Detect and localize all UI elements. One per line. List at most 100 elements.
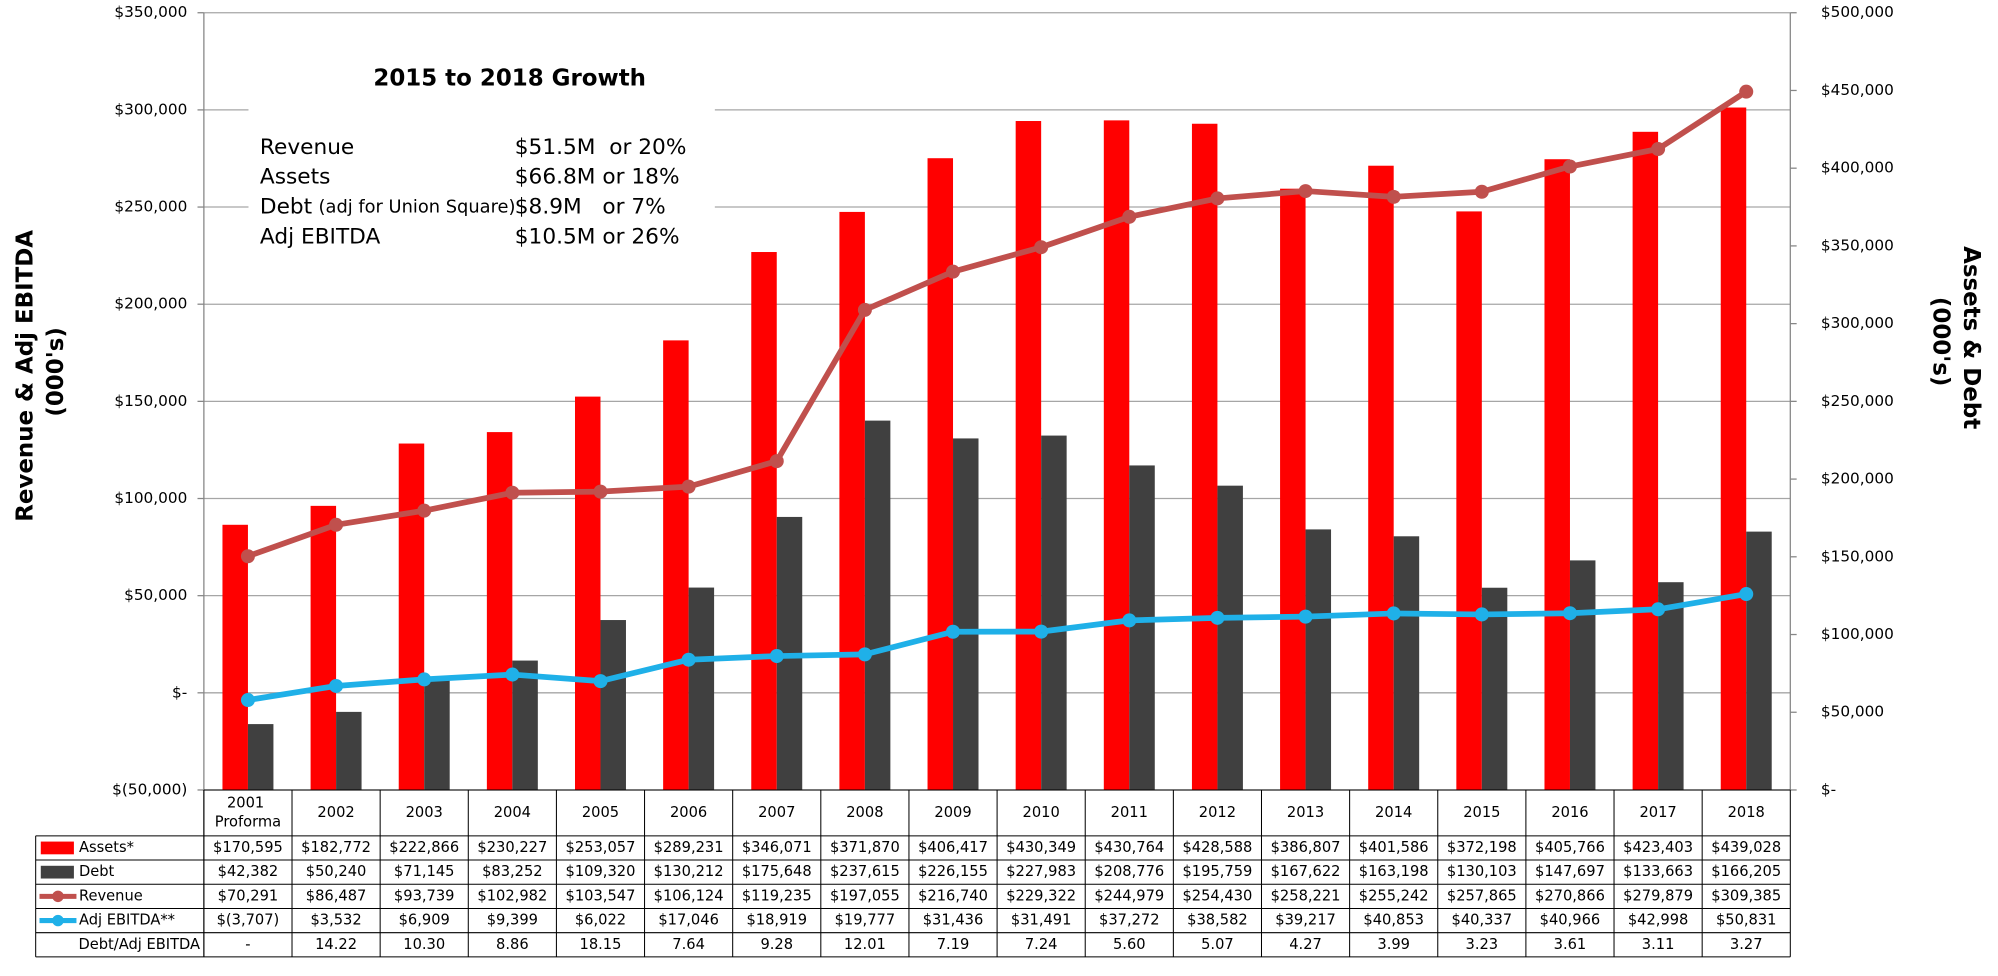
- bar: [1103, 120, 1130, 790]
- table-value: $227,983: [1006, 863, 1076, 880]
- annotation-value: $8.9M or 7%: [515, 195, 666, 220]
- table-value: 3.23: [1466, 936, 1499, 953]
- table-value: $167,622: [1271, 863, 1341, 880]
- y-tick-label: $350,000: [114, 3, 187, 21]
- y-tick-label: $150,000: [114, 392, 187, 410]
- y-tick-label: $-: [172, 683, 187, 701]
- table-value: $208,776: [1094, 863, 1164, 880]
- line-marker: [857, 302, 872, 317]
- bar: [512, 660, 538, 790]
- legend-label: Assets*: [79, 839, 134, 856]
- line-marker: [681, 652, 696, 667]
- table-value: $31,491: [1011, 912, 1072, 929]
- table-value: $31,436: [923, 912, 984, 929]
- bar: [398, 443, 425, 790]
- table-value: $6,022: [575, 912, 626, 929]
- legend-swatch: [52, 890, 64, 903]
- table-value: $289,231: [654, 839, 724, 856]
- table-value: $230,227: [477, 839, 547, 856]
- table-value: $50,240: [306, 863, 367, 880]
- bar: [247, 724, 274, 790]
- bar: [1129, 465, 1155, 790]
- table-value: 3.27: [1730, 936, 1763, 953]
- x-tick-label: 2014: [1375, 804, 1412, 821]
- x-tick-label: 2007: [758, 804, 795, 821]
- bar: [1305, 529, 1332, 790]
- table-value: $197,055: [830, 887, 900, 904]
- bar: [1481, 587, 1508, 790]
- x-tick-label: 2011: [1111, 804, 1148, 821]
- line: Revenue & Adj EBITDA: [12, 230, 38, 522]
- bar: [1456, 211, 1482, 790]
- table-value: 9.28: [760, 936, 793, 953]
- table-value: 5.07: [1201, 936, 1234, 953]
- y-tick-label: $50,000: [124, 586, 187, 604]
- line-marker: [1034, 240, 1049, 255]
- line: [247, 591, 1747, 703]
- table-value: $42,998: [1628, 912, 1689, 929]
- line-marker: [1474, 184, 1489, 199]
- x-tick-label: 2003: [406, 804, 443, 821]
- table-value: $371,870: [830, 839, 900, 856]
- bar: [486, 432, 513, 790]
- legend-swatch: [52, 914, 64, 927]
- bar: [1041, 435, 1067, 790]
- bar: [1191, 123, 1218, 790]
- y2-tick-label: $150,000: [1821, 547, 1894, 565]
- line-marker: [505, 485, 520, 500]
- line-marker: [329, 678, 344, 693]
- y-tick-label: $(50,000): [112, 780, 187, 798]
- y2-tick-label: $450,000: [1821, 81, 1894, 99]
- line-marker: [417, 503, 432, 518]
- line-marker: [681, 479, 696, 494]
- annotation-value: $66.8M or 18%: [515, 165, 680, 190]
- annotation-value: $10.5M or 26%: [515, 225, 680, 250]
- x-tick-label: 2004: [494, 804, 531, 821]
- table-value: $216,740: [918, 887, 988, 904]
- line: (000's): [43, 327, 69, 424]
- table-value: -: [245, 936, 250, 953]
- table-value: $182,772: [301, 839, 371, 856]
- line-marker: [1651, 141, 1666, 157]
- table-value: $309,385: [1711, 887, 1781, 904]
- line-marker: [1034, 624, 1049, 639]
- line-marker: [1122, 613, 1137, 628]
- line-marker: [769, 454, 784, 469]
- bar: [1746, 531, 1772, 790]
- table-value: $3,532: [310, 912, 361, 929]
- table-value: $170,595: [213, 839, 283, 856]
- table-value: 3.61: [1554, 936, 1587, 953]
- bar: [1368, 165, 1394, 790]
- legend-label: Debt: [79, 863, 115, 880]
- table-value: $83,252: [482, 863, 543, 880]
- bar: [1658, 582, 1684, 790]
- table-value: 4.27: [1289, 936, 1322, 953]
- table-value: 7.64: [672, 936, 705, 953]
- line: Proforma: [215, 813, 281, 830]
- annotation-note: (adj for Union Square): [319, 197, 516, 218]
- table-value: $71,145: [394, 863, 455, 880]
- line-marker: [1298, 184, 1313, 199]
- table-value: $37,272: [1099, 912, 1160, 929]
- line-marker: [593, 674, 608, 689]
- table-value: $222,866: [389, 839, 459, 856]
- table-value: 7.24: [1025, 936, 1058, 953]
- annotation-title: 2015 to 2018 Growth: [373, 65, 646, 91]
- table-value: $430,349: [1006, 839, 1076, 856]
- table-value: $226,155: [918, 863, 988, 880]
- line-marker: [946, 264, 961, 279]
- bar: [310, 505, 337, 790]
- line-marker: [593, 484, 608, 499]
- table-value: $6,909: [399, 912, 450, 929]
- y2-tick-label: $200,000: [1821, 470, 1894, 488]
- y-tick-label: $300,000: [114, 100, 187, 118]
- line-marker: [857, 647, 872, 662]
- bar: [953, 438, 979, 790]
- y2-tick-label: $500,000: [1821, 3, 1894, 21]
- table-value: $258,221: [1271, 887, 1341, 904]
- y-axis-label: Revenue & Adj EBITDA (000's): [12, 230, 69, 522]
- bar: [1632, 131, 1659, 790]
- y2-tick-label: $350,000: [1821, 236, 1894, 254]
- table-value: $133,663: [1623, 863, 1693, 880]
